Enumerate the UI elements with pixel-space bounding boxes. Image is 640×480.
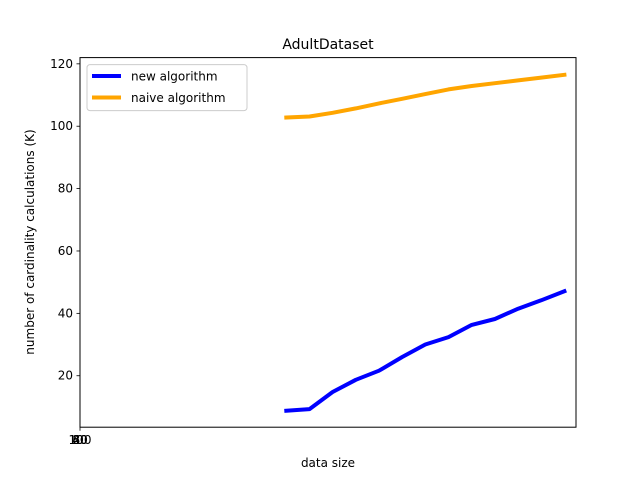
x-tick-label: 20 [72, 433, 87, 447]
chart-title: AdultDataset [282, 37, 374, 53]
x-tick-label: 100 [69, 433, 92, 447]
legend: new algorithm naive algorithm [86, 64, 248, 112]
series-line-new-algorithm [284, 288, 567, 413]
legend-entry: new algorithm [131, 70, 218, 84]
y-axis-label: number of cardinality calculations (K) [23, 129, 37, 354]
y-tick-label: 40 [58, 306, 73, 320]
y-tick-label: 60 [58, 244, 73, 258]
y-tick-label: 20 [58, 369, 73, 383]
x-tick-label: 80 [72, 433, 87, 447]
x-tick-label: 40 [72, 433, 87, 447]
series-line-naive-algorithm [284, 72, 567, 120]
legend-box [86, 64, 248, 112]
x-axis-label: data size [301, 456, 355, 470]
x-tick-label: 60 [72, 433, 87, 447]
y-tick-label: 120 [50, 57, 73, 71]
x-tick-label: 0 [76, 433, 84, 447]
y-tick-label: 100 [50, 119, 73, 133]
series-lines [284, 72, 567, 413]
legend-entry: naive algorithm [131, 91, 226, 105]
plot-area [79, 57, 577, 428]
y-axis: 20 40 60 80 100 120 [50, 57, 80, 383]
y-tick-label: 80 [58, 182, 73, 196]
